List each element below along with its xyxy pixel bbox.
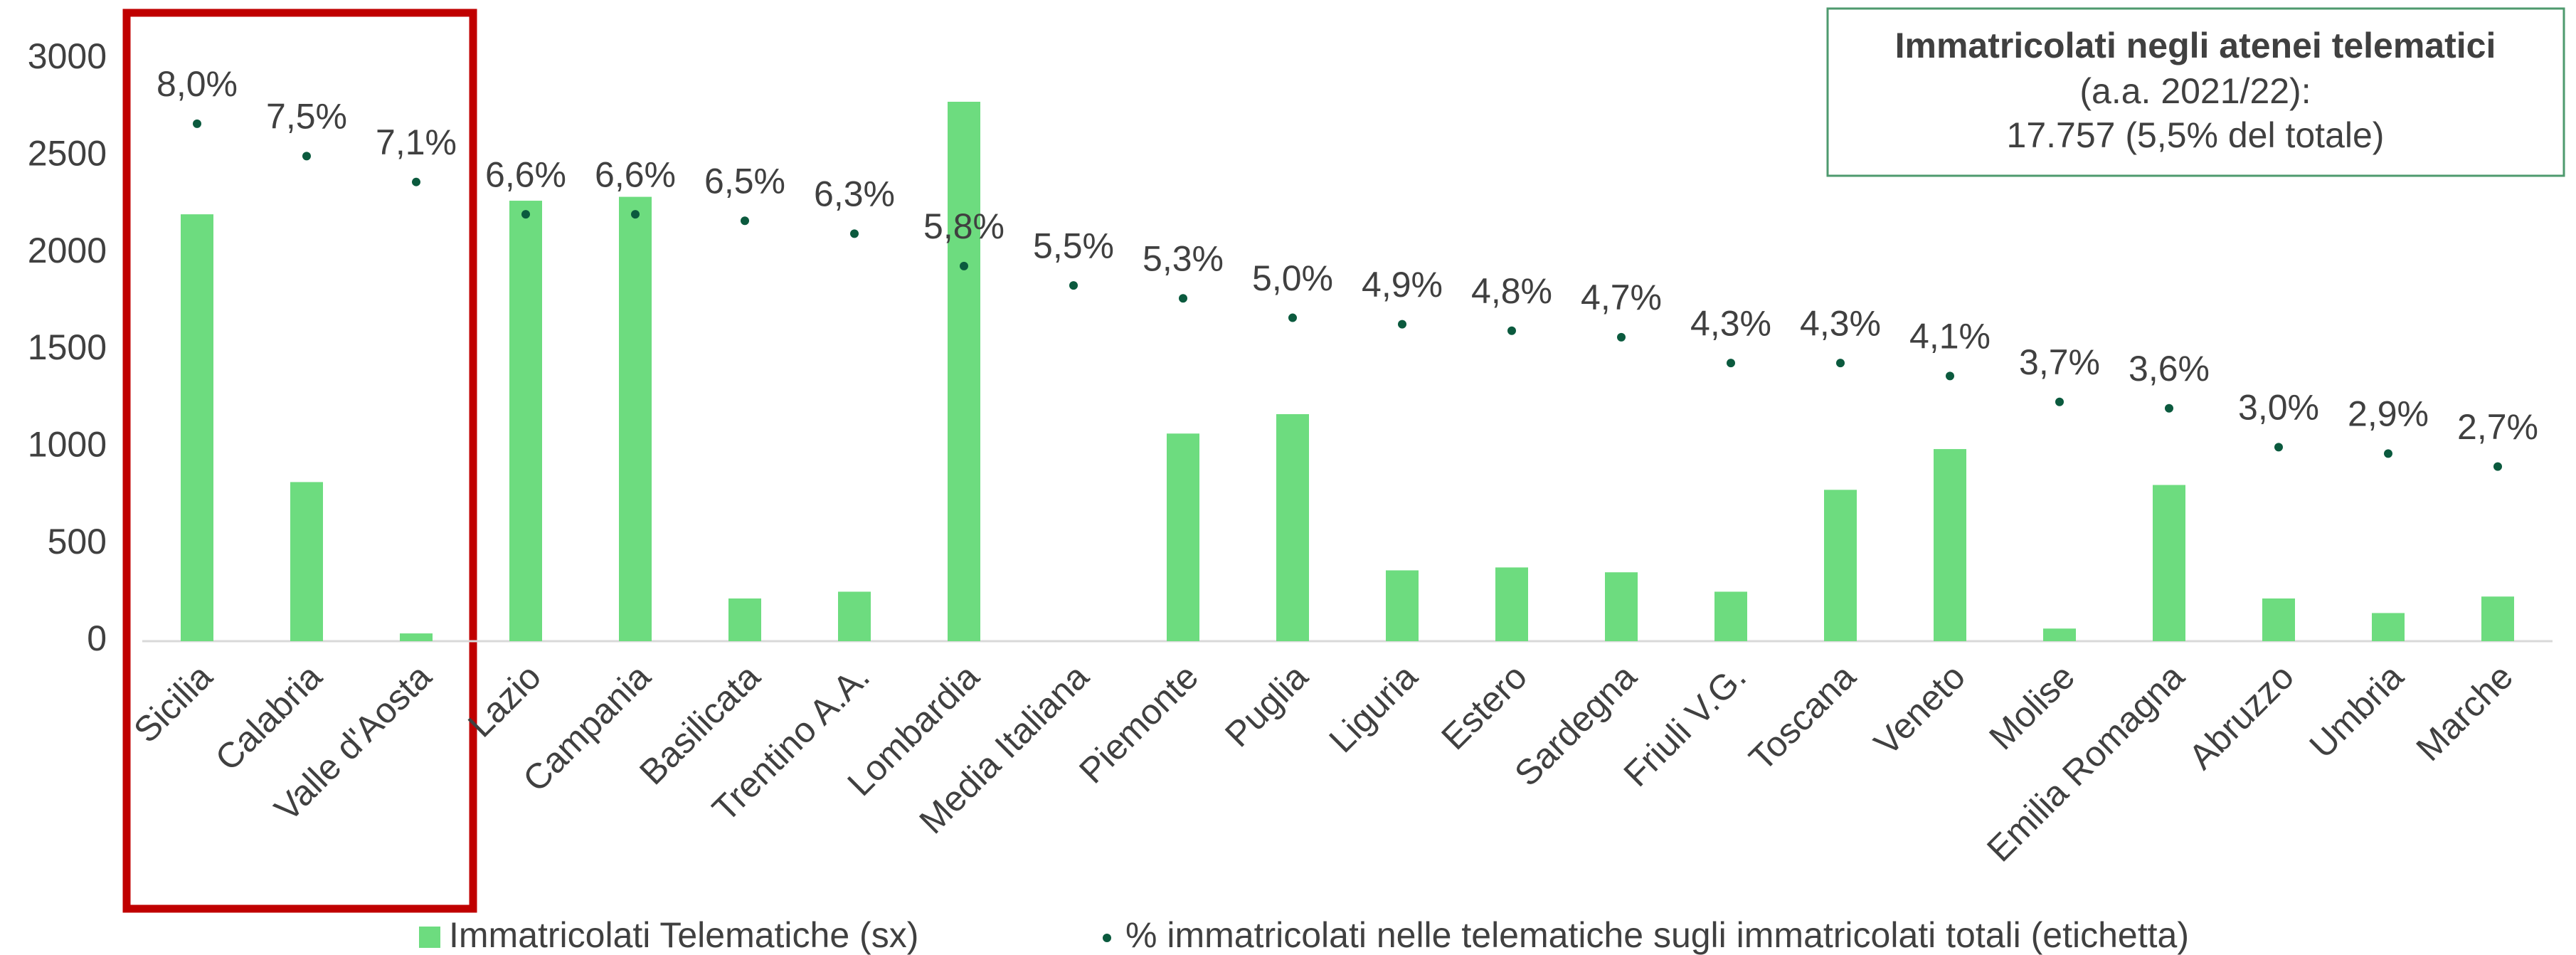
x-tick-label: Abruzzo xyxy=(2181,657,2301,777)
dot xyxy=(960,261,968,270)
data-label: 6,3% xyxy=(814,174,895,214)
dot xyxy=(412,177,420,186)
dot xyxy=(2274,443,2283,452)
bar xyxy=(1167,433,1199,641)
info-title: Immatricolati negli atenei telematici xyxy=(1895,26,2496,65)
y-tick-label: 2500 xyxy=(28,134,107,174)
dot xyxy=(850,229,859,238)
data-label: 8,0% xyxy=(157,64,238,104)
data-label: 2,7% xyxy=(2457,407,2538,447)
y-tick-label: 1000 xyxy=(28,425,107,465)
legend-label: % immatricolati nelle telematiche sugli … xyxy=(1125,915,2189,955)
data-label: 5,5% xyxy=(1033,226,1114,265)
bar xyxy=(1495,567,1528,641)
bar xyxy=(181,214,213,642)
dot xyxy=(1727,359,1735,368)
dot xyxy=(1069,281,1078,290)
data-label: 4,3% xyxy=(1690,303,1771,343)
dot xyxy=(2384,449,2392,458)
bar xyxy=(1605,572,1638,641)
data-label: 5,3% xyxy=(1143,238,1224,278)
bar xyxy=(1824,490,1857,641)
info-line: (a.a. 2021/22): xyxy=(2079,71,2311,111)
legend-label: Immatricolati Telematiche (sx) xyxy=(449,915,918,955)
y-tick-label: 1500 xyxy=(28,327,107,367)
bar xyxy=(948,101,980,641)
dot xyxy=(1617,332,1626,342)
x-tick-label: Piemonte xyxy=(1071,657,1206,791)
x-tick-label: Emilia Romagna xyxy=(1979,656,2192,869)
dot xyxy=(193,119,201,128)
data-label: 4,9% xyxy=(1362,265,1443,305)
y-tick-label: 500 xyxy=(48,522,107,561)
info-box xyxy=(1826,7,2565,177)
bar xyxy=(290,482,323,641)
data-label: 3,6% xyxy=(2129,349,2210,389)
bar xyxy=(728,598,761,641)
data-label: 5,0% xyxy=(1252,258,1333,298)
bar xyxy=(400,633,433,641)
dot xyxy=(521,210,530,219)
bar xyxy=(1276,413,1309,641)
dot xyxy=(2493,462,2502,471)
x-tick-label: Estero xyxy=(1433,657,1535,758)
dot xyxy=(1507,326,1516,335)
bar xyxy=(2262,598,2295,641)
dot xyxy=(1946,371,1954,381)
x-tick-label: Friuli V.G. xyxy=(1616,657,1754,795)
dot xyxy=(631,210,640,219)
x-tick-label: Puglia xyxy=(1217,656,1315,754)
data-label: 4,1% xyxy=(1909,317,1991,357)
bar xyxy=(2043,628,2076,641)
data-label: 2,9% xyxy=(2348,394,2429,434)
highlight-box xyxy=(122,9,477,913)
x-tick-label: Molise xyxy=(1981,657,2082,758)
data-label: 3,0% xyxy=(2238,388,2319,428)
data-label: 3,7% xyxy=(2019,342,2100,382)
dot xyxy=(1288,313,1297,322)
dot xyxy=(741,216,749,226)
data-label: 6,6% xyxy=(595,154,676,194)
x-tick-label: Toscana xyxy=(1742,656,1863,778)
dot xyxy=(302,152,311,161)
bar xyxy=(509,201,542,642)
bar xyxy=(2481,596,2514,641)
data-label: 4,7% xyxy=(1581,278,1662,317)
bar xyxy=(2153,485,2185,641)
bar xyxy=(619,196,652,641)
dot xyxy=(1179,294,1187,303)
dot xyxy=(2055,397,2064,406)
data-label: 5,8% xyxy=(923,206,1005,246)
data-label: 6,5% xyxy=(704,161,785,201)
dot xyxy=(1398,320,1406,329)
data-label: 4,8% xyxy=(1471,271,1552,311)
x-tick-label: Umbria xyxy=(2302,656,2412,766)
info-line: 17.757 (5,5% del totale) xyxy=(2007,115,2385,155)
y-tick-label: 2000 xyxy=(28,231,107,270)
bar xyxy=(1386,570,1419,641)
legend-swatch xyxy=(1103,934,1111,942)
data-label: 7,1% xyxy=(376,122,457,162)
dot xyxy=(1836,359,1845,368)
y-tick-label: 0 xyxy=(87,618,107,658)
x-tick-label: Marche xyxy=(2409,657,2521,769)
x-tick-label: Sicilia xyxy=(126,656,220,750)
dot xyxy=(2165,403,2173,413)
y-tick-label: 3000 xyxy=(28,36,107,76)
data-label: 4,3% xyxy=(1800,303,1881,343)
bar xyxy=(1934,449,1966,641)
legend-swatch xyxy=(419,927,440,948)
bar xyxy=(1714,591,1747,641)
bar xyxy=(838,591,871,641)
bar xyxy=(2372,613,2405,641)
data-label: 6,6% xyxy=(485,154,566,194)
data-label: 7,5% xyxy=(266,97,347,137)
x-tick-label: Liguria xyxy=(1321,656,1425,760)
x-tick-label: Veneto xyxy=(1866,657,1973,764)
